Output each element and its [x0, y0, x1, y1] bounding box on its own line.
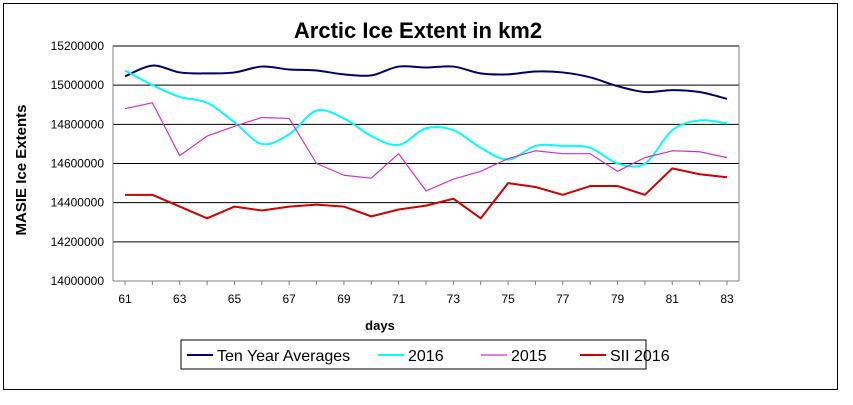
series-line-2015: [124, 102, 728, 192]
y-tick-label: 14800000: [51, 117, 105, 131]
legend-label-2016: 2016: [408, 348, 444, 365]
x-tick-label: 63: [173, 292, 187, 306]
x-axis-label: days: [365, 318, 395, 333]
x-tick-label: 79: [611, 292, 625, 306]
y-tick-label: 14600000: [51, 157, 105, 171]
y-tick-label: 14400000: [51, 196, 105, 210]
series-line-ten-year-averages: [124, 64, 728, 100]
tick-layer: 14000000 14200000 14400000 14600000 14800000…: [51, 39, 734, 306]
x-tick-label: 75: [501, 292, 515, 306]
x-tick-label: 71: [392, 292, 406, 306]
legend-box: [180, 339, 647, 370]
x-tick-label: 69: [337, 292, 351, 306]
x-tick-label: 77: [556, 292, 570, 306]
x-tick-label: 65: [228, 292, 242, 306]
series-line-sii-2016: [125, 167, 728, 220]
y-tick-label: 15000000: [51, 78, 105, 92]
series-layer: [124, 64, 728, 220]
chart-title: Arctic Ice Extent in km2: [294, 18, 542, 43]
y-tick-label: 14000000: [51, 274, 105, 288]
legend-label-2015: 2015: [511, 348, 547, 365]
x-tick-label: 83: [720, 292, 734, 306]
x-tick-label: 73: [447, 292, 461, 306]
legend-label-sii-2016: SII 2016: [610, 348, 670, 365]
x-tick-label: 61: [118, 292, 132, 306]
legend-label-ten-year-averages: Ten Year Averages: [217, 348, 350, 365]
series-line-2016: [124, 69, 728, 168]
y-tick-label: 15200000: [51, 39, 105, 53]
x-tick-label: 67: [283, 292, 297, 306]
x-tick-label: 81: [666, 292, 680, 306]
y-axis-label: MASIE Ice Extents: [13, 105, 30, 236]
y-tick-label: 14200000: [51, 235, 105, 249]
legend: Ten Year Averages 2016 2015 SII 2016: [187, 348, 670, 365]
